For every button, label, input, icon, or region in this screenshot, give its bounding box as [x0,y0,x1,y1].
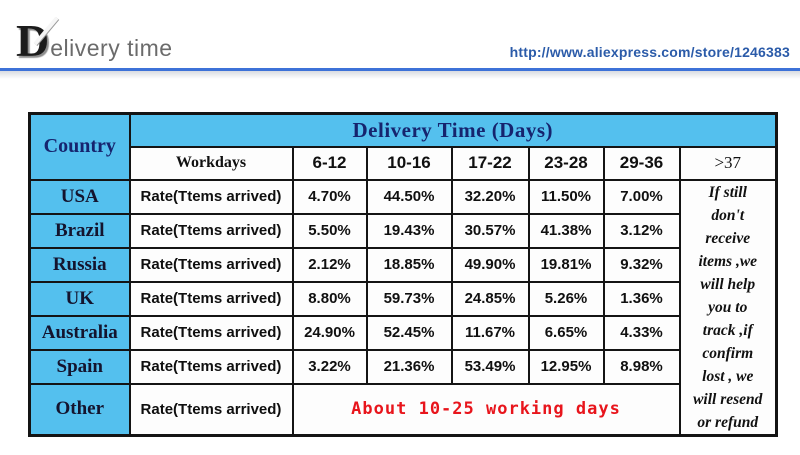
rate-value-cell: 44.50% [365,178,453,215]
rate-value-cell: 18.85% [365,246,453,283]
delivery-table-wrap: Country Delivery Time (Days) Workdays 6-… [28,112,779,437]
range-header-17-22: 17-22 [450,145,530,181]
workdays-header: Workdays [128,145,294,181]
country-cell: Spain [28,348,131,385]
rate-value-cell: 59.73% [365,280,453,317]
table-row-australia: Australia Rate(Ttems arrived) 24.90% 52.… [28,314,777,351]
delivery-table: Country Delivery Time (Days) Workdays 6-… [28,112,779,437]
rate-label-cell: Rate(Ttems arrived) [128,382,294,437]
rate-value-cell: 53.49% [450,348,530,385]
rate-value-cell: 1.36% [602,280,681,317]
rate-value-cell: 52.45% [365,314,453,351]
country-cell: USA [28,178,131,215]
range-header-23-28: 23-28 [527,145,605,181]
table-row-russia: Russia Rate(Ttems arrived) 2.12% 18.85% … [28,246,777,283]
side-note: If still don't receive items ,we will he… [678,178,778,437]
rate-value-cell: 3.22% [291,348,368,385]
store-url-link[interactable]: http://www.aliexpress.com/store/1246383 [509,44,790,60]
rate-value-cell: 5.26% [527,280,605,317]
rate-value-cell: 3.12% [602,212,681,249]
country-cell: Australia [28,314,131,351]
rate-value-cell: 19.43% [365,212,453,249]
rate-value-cell: 2.12% [291,246,368,283]
divider-shadow [0,71,800,79]
rate-value-cell: 41.38% [527,212,605,249]
rate-value-cell: 7.00% [602,178,681,215]
rate-label-cell: Rate(Ttems arrived) [128,178,294,215]
rate-value-cell: 5.50% [291,212,368,249]
header-row-ranges: Workdays 6-12 10-16 17-22 23-28 29-36 >3… [30,145,778,181]
table-row-usa: USA Rate(Ttems arrived) 4.70% 44.50% 32.… [28,178,778,437]
rate-value-cell: 11.67% [450,314,530,351]
logo-d-letter: D [16,15,50,66]
rate-label-cell: Rate(Ttems arrived) [128,314,294,351]
header-row-title: Country Delivery Time (Days) [28,112,778,181]
country-cell: Brazil [28,212,131,249]
table-row-brazil: Brazil Rate(Ttems arrived) 5.50% 19.43% … [28,212,777,249]
range-header-10-16: 10-16 [365,145,453,181]
rate-value-cell: 12.95% [527,348,605,385]
rate-label-cell: Rate(Ttems arrived) [128,348,294,385]
divider-line [0,68,800,71]
table-row-uk: UK Rate(Ttems arrived) 8.80% 59.73% 24.8… [28,280,777,317]
rate-value-cell: 32.20% [450,178,530,215]
table-row-other: Other Rate(Ttems arrived) About 10-25 wo… [28,382,777,437]
rate-value-cell: 24.90% [291,314,368,351]
rate-label-cell: Rate(Ttems arrived) [128,212,294,249]
rate-value-cell: 4.70% [291,178,368,215]
table-row-spain: Spain Rate(Ttems arrived) 3.22% 21.36% 5… [28,348,777,385]
country-header: Country [28,112,131,181]
rate-value-cell: 30.57% [450,212,530,249]
rate-value-cell: 21.36% [365,348,453,385]
country-cell: UK [28,280,131,317]
rate-value-cell: 8.98% [602,348,681,385]
rate-value-cell: 24.85% [450,280,530,317]
country-cell: Other [28,382,131,437]
range-header-6-12: 6-12 [291,145,368,181]
page-title: elivery time [50,35,173,61]
rate-value-cell: 4.33% [602,314,681,351]
rate-label-cell: Rate(Ttems arrived) [128,280,294,317]
delivery-time-header: Delivery Time (Days) [128,112,778,148]
range-header-29-36: 29-36 [602,145,681,181]
country-cell: Russia [28,246,131,283]
range-header-gt37: >37 [678,145,778,181]
rate-value-cell: 9.32% [602,246,681,283]
logo: D elivery time [16,15,173,66]
rate-value-cell: 19.81% [527,246,605,283]
rate-value-cell: 6.65% [527,314,605,351]
rate-value-cell: 49.90% [450,246,530,283]
rate-label-cell: Rate(Ttems arrived) [128,246,294,283]
top-banner: D elivery time http://www.aliexpress.com… [0,0,800,71]
rate-value-cell: 8.80% [291,280,368,317]
rate-value-cell: 11.50% [527,178,605,215]
other-delivery-note: About 10-25 working days [291,382,681,437]
